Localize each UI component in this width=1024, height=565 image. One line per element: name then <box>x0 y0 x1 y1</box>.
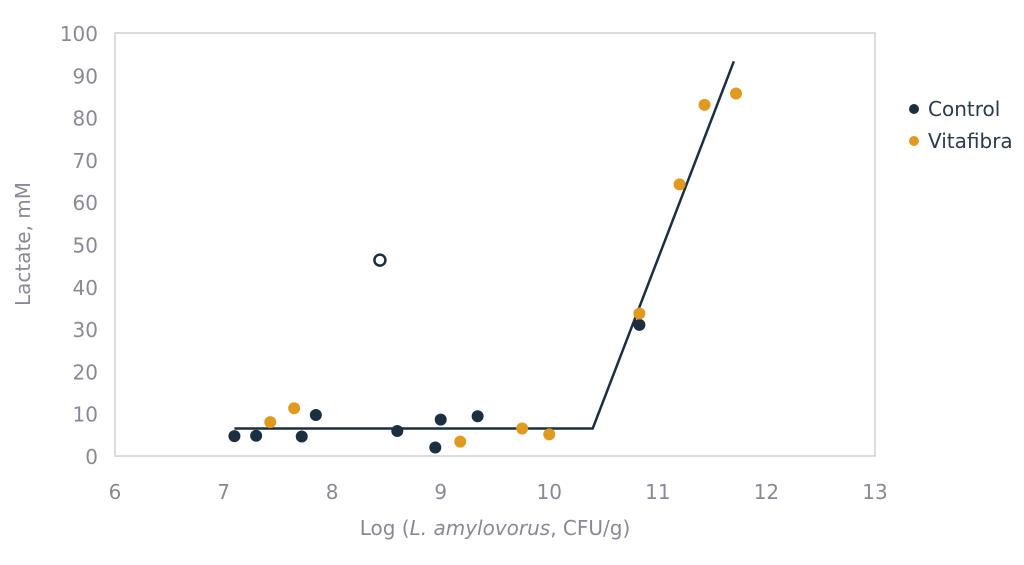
point-control <box>434 413 447 426</box>
point-vitafibra <box>673 178 686 191</box>
point-vitafibra <box>698 98 711 111</box>
y-axis-ticks: 0 10 20 30 40 50 60 70 80 90 100 <box>60 22 98 469</box>
point-vitafibra <box>633 307 646 320</box>
y-axis-label: Lactate, mM <box>11 182 35 306</box>
y-tick-label: 50 <box>73 234 98 258</box>
point-control <box>391 425 404 438</box>
legend: Control Vitafibra <box>909 97 1013 153</box>
y-tick-label: 80 <box>73 107 98 131</box>
point-control <box>471 410 484 423</box>
y-tick-label: 70 <box>73 149 98 173</box>
point-control <box>295 430 308 443</box>
point-control <box>429 441 442 454</box>
fit-line-group <box>234 60 736 430</box>
x-tick-label: 9 <box>434 480 447 504</box>
y-tick-label: 90 <box>73 64 98 88</box>
point-vitafibra <box>288 402 301 415</box>
point-vitafibra <box>543 428 556 441</box>
point-vitafibra <box>730 87 743 100</box>
fit-line <box>234 60 736 430</box>
outlier-point <box>373 253 387 267</box>
legend-label-control: Control <box>928 97 1000 121</box>
x-tick-label: 7 <box>217 480 230 504</box>
y-tick-label: 20 <box>73 360 98 384</box>
y-tick-label: 10 <box>73 403 98 427</box>
point-control <box>228 430 241 443</box>
x-tick-label: 11 <box>645 480 670 504</box>
x-tick-label: 8 <box>326 480 339 504</box>
legend-marker-vitafibra <box>909 136 919 146</box>
y-tick-label: 40 <box>73 276 98 300</box>
y-tick-label: 100 <box>60 22 98 46</box>
y-tick-label: 0 <box>85 445 98 469</box>
x-tick-label: 13 <box>862 480 887 504</box>
point-control <box>309 408 322 421</box>
plot-area <box>114 32 876 457</box>
point-vitafibra <box>454 435 467 448</box>
legend-marker-control <box>909 104 919 114</box>
y-tick-label: 60 <box>73 191 98 215</box>
x-tick-label: 6 <box>109 480 122 504</box>
y-tick-label: 30 <box>73 318 98 342</box>
point-control <box>250 429 263 442</box>
x-axis-ticks: 6 7 8 9 10 11 12 13 <box>109 480 888 504</box>
data-points <box>228 87 743 454</box>
point-control <box>633 318 646 331</box>
legend-label-vitafibra: Vitafibra <box>928 129 1013 153</box>
x-tick-label: 10 <box>537 480 562 504</box>
x-tick-label: 12 <box>754 480 779 504</box>
x-axis-label: Log (L. amylovorus, CFU/g) <box>360 516 631 540</box>
point-vitafibra <box>516 422 529 435</box>
point-vitafibra <box>264 416 277 429</box>
